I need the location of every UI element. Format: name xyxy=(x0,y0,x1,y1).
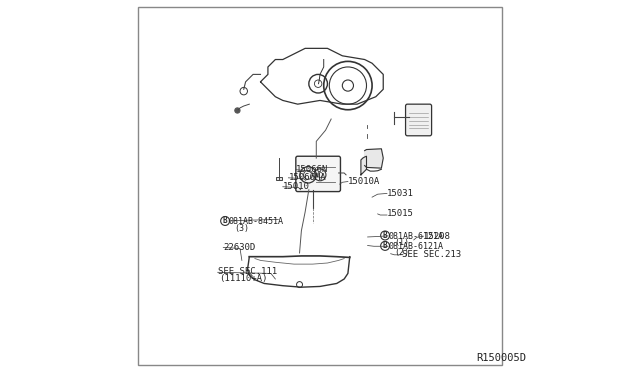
Text: (3): (3) xyxy=(234,224,250,233)
Circle shape xyxy=(235,108,240,113)
Text: (11110+A): (11110+A) xyxy=(219,274,267,283)
Text: 22630D: 22630D xyxy=(223,243,255,252)
Text: 15066N: 15066N xyxy=(296,165,328,174)
Text: 081AB-6121A: 081AB-6121A xyxy=(389,232,444,241)
Polygon shape xyxy=(365,149,383,168)
Text: (1): (1) xyxy=(394,238,410,247)
Text: 15208: 15208 xyxy=(424,232,451,241)
Text: 15010: 15010 xyxy=(283,182,310,191)
Text: 15010A: 15010A xyxy=(348,177,380,186)
Text: 15031: 15031 xyxy=(387,189,414,198)
Text: B: B xyxy=(383,231,387,240)
Text: 15066MA: 15066MA xyxy=(289,173,326,182)
Text: B: B xyxy=(383,241,387,250)
FancyBboxPatch shape xyxy=(406,104,431,136)
Text: B: B xyxy=(223,217,227,225)
Text: (2): (2) xyxy=(394,248,410,257)
FancyBboxPatch shape xyxy=(276,177,282,180)
Text: 15015: 15015 xyxy=(387,209,414,218)
Text: 081AB-8451A: 081AB-8451A xyxy=(229,217,284,226)
FancyBboxPatch shape xyxy=(296,156,340,192)
Text: R150005D: R150005D xyxy=(476,353,526,363)
Text: SEE SEC.111: SEE SEC.111 xyxy=(218,267,277,276)
Text: 081AB-6121A: 081AB-6121A xyxy=(389,242,444,251)
Polygon shape xyxy=(361,156,367,175)
Text: SEE SEC.213: SEE SEC.213 xyxy=(402,250,461,259)
